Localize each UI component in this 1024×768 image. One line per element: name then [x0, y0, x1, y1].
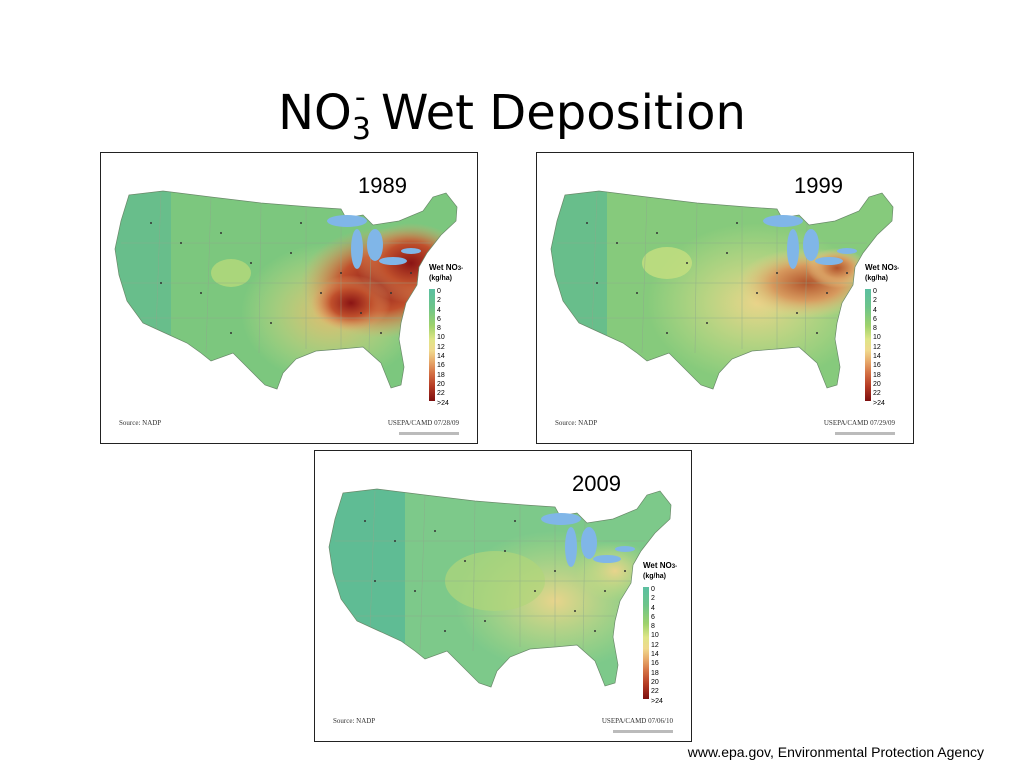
- legend-units: (kg/ha): [865, 275, 888, 282]
- legend-tick: >24: [437, 399, 449, 407]
- legend-tick: >24: [651, 697, 663, 705]
- legend-tick: 10: [873, 334, 881, 342]
- legend-tick: 14: [437, 353, 445, 361]
- legend-tick: 2: [873, 297, 877, 305]
- map-legend: Wet NO3- (kg/ha) 0 2 4 6 8 10 12 14 16 1…: [865, 263, 913, 407]
- source-label: Source: NADP: [119, 419, 162, 427]
- legend-colorbar: [429, 289, 435, 401]
- legend-colorbar: [643, 587, 649, 699]
- monitoring-sites: [586, 222, 848, 334]
- legend-tick: 10: [651, 632, 659, 640]
- legend-tick: 22: [873, 390, 881, 398]
- legend-tick: 4: [437, 306, 441, 314]
- legend-tick: 0: [873, 288, 877, 295]
- legend-units: (kg/ha): [643, 573, 666, 580]
- map-year-label: 1989: [358, 173, 407, 198]
- legend-colorbar: [865, 289, 871, 401]
- legend-tick: 4: [651, 604, 655, 612]
- legend-tick: 4: [873, 306, 877, 314]
- credit-label: USEPA/CAMD 07/28/09: [387, 419, 459, 427]
- footer-attribution: www.epa.gov, Environmental Protection Ag…: [687, 744, 984, 760]
- legend-tick: 12: [437, 343, 445, 351]
- legend-tick: 10: [437, 334, 445, 342]
- monitoring-sites: [150, 222, 412, 334]
- legend-tick: 18: [437, 371, 445, 379]
- fine-print: [613, 730, 673, 733]
- map-year-label: 2009: [572, 471, 621, 496]
- legend-tick: 18: [651, 669, 659, 677]
- map-legend: Wet NO3- (kg/ha) 0 2 4 6 8 10 12 14 16 1…: [429, 263, 477, 407]
- map-year-label: 1999: [794, 173, 843, 198]
- map-legend: Wet NO3- (kg/ha) 0 2 4 6 8 10 12 14 16 1…: [643, 561, 691, 705]
- legend-tick: 16: [651, 660, 659, 668]
- legend-tick: 8: [651, 623, 655, 631]
- fine-print: [399, 432, 459, 435]
- source-label: Source: NADP: [333, 717, 376, 725]
- source-label: Source: NADP: [555, 419, 598, 427]
- legend-tick: 20: [437, 380, 445, 388]
- legend-tick: 16: [873, 362, 881, 370]
- legend-tick: 0: [437, 288, 441, 295]
- legend-tick: 0: [651, 586, 655, 593]
- legend-tick: 20: [651, 678, 659, 686]
- great-lakes: [327, 215, 421, 269]
- us-map-1999: [537, 153, 913, 443]
- credit-label: USEPA/CAMD 07/06/10: [601, 717, 673, 725]
- map-panel-2009: 2009 Wet NO3- (kg/ha) 0 2 4 6 8 10 12 14…: [314, 450, 692, 742]
- legend-tick: >24: [873, 399, 885, 407]
- legend-tick: 16: [437, 362, 445, 370]
- legend-tick: 14: [651, 651, 659, 659]
- legend-tick: 12: [873, 343, 881, 351]
- legend-title: Wet NO3-: [429, 263, 464, 272]
- legend-tick: 14: [873, 353, 881, 361]
- legend-tick: 18: [873, 371, 881, 379]
- great-lakes: [763, 215, 857, 269]
- legend-units: (kg/ha): [429, 275, 452, 282]
- credit-label: USEPA/CAMD 07/29/09: [823, 419, 895, 427]
- legend-tick: 6: [873, 315, 877, 323]
- legend-title: Wet NO3-: [643, 561, 678, 570]
- monitoring-sites: [364, 520, 626, 632]
- legend-tick: 8: [437, 325, 441, 333]
- map-panel-1989: 1989 Wet NO3- (kg/ha) 0 2 4 6 8 10 12 14…: [100, 152, 478, 444]
- legend-title: Wet NO3-: [865, 263, 900, 272]
- legend-tick: 8: [873, 325, 877, 333]
- map-panel-1999: 1999 Wet NO3- (kg/ha) 0 2 4 6 8 10 12 14…: [536, 152, 914, 444]
- legend-tick: 20: [873, 380, 881, 388]
- legend-tick: 2: [437, 297, 441, 305]
- us-map-1989: [101, 153, 477, 443]
- legend-tick: 2: [651, 595, 655, 603]
- legend-tick: 6: [651, 613, 655, 621]
- fine-print: [835, 432, 895, 435]
- legend-tick: 22: [651, 688, 659, 696]
- slide-title: NO3- Wet Deposition: [278, 80, 746, 147]
- great-lakes: [541, 513, 635, 567]
- legend-tick: 6: [437, 315, 441, 323]
- us-map-2009: [315, 451, 691, 741]
- legend-tick: 12: [651, 641, 659, 649]
- legend-tick: 22: [437, 390, 445, 398]
